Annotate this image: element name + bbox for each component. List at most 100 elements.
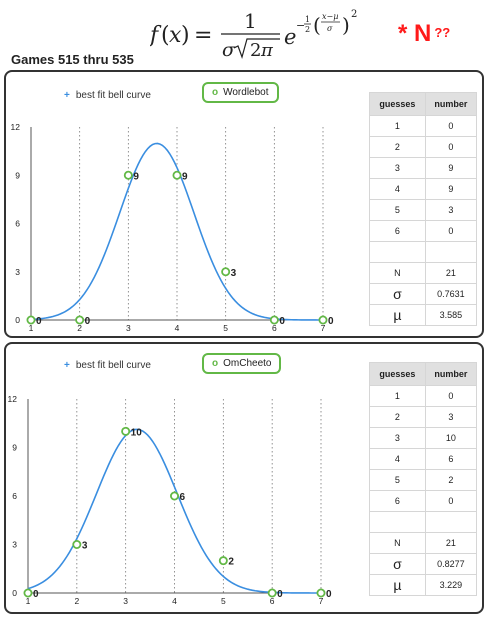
data-label: 0 bbox=[33, 589, 39, 600]
n-annotation: * N?? bbox=[398, 20, 450, 48]
table-cell: 6 bbox=[369, 490, 426, 512]
data-label: 9 bbox=[133, 171, 139, 182]
data-label: 0 bbox=[328, 316, 334, 327]
x-tick-label: 7 bbox=[321, 323, 326, 333]
legend-series-label: Wordlebot bbox=[223, 87, 269, 98]
table-row: µ 3.585 bbox=[369, 304, 478, 326]
legend-series-label: OmCheeto bbox=[223, 358, 272, 369]
data-point bbox=[26, 315, 36, 325]
data-label: 0 bbox=[279, 316, 285, 327]
data-label: 6 bbox=[180, 492, 186, 503]
svg-text:(: ( bbox=[161, 23, 170, 48]
svg-text:σ: σ bbox=[327, 24, 333, 33]
table-cell: 21 bbox=[424, 262, 478, 284]
y-tick-label: 0 bbox=[15, 315, 20, 325]
data-label: 0 bbox=[326, 589, 332, 600]
table-cell: µ bbox=[369, 574, 426, 596]
svg-text:=: = bbox=[194, 23, 212, 48]
table-row: µ 3.229 bbox=[369, 574, 478, 596]
data-point bbox=[172, 170, 182, 180]
table-spacer-row bbox=[369, 511, 478, 533]
data-label: 0 bbox=[277, 589, 283, 600]
table-cell: σ bbox=[369, 283, 426, 305]
table-row: σ 0.7631 bbox=[369, 283, 478, 305]
table-cell: 21 bbox=[424, 532, 478, 554]
omcheeto-panel: 0 3 6 9 12 1 2 3 4 5 6 7 0 3 10 6 2 0 0 + best fit bell cur… bbox=[4, 342, 484, 614]
normal-distribution-formula: f ( x ) = 1 σ 2 π e − 1 2 ( x−µ σ ) 2 bbox=[148, 4, 390, 61]
table-cell: 2 bbox=[369, 136, 426, 158]
table-cell: 1 bbox=[369, 115, 426, 137]
x-tick-label: 4 bbox=[172, 596, 177, 606]
y-tick-label: 0 bbox=[12, 588, 17, 598]
x-tick-label: 1 bbox=[29, 323, 34, 333]
legend-best-fit: + best fit bell curve bbox=[64, 360, 151, 371]
n-annotation-text: * N bbox=[398, 20, 432, 47]
table-cell: 3 bbox=[424, 406, 478, 428]
data-point bbox=[75, 315, 85, 325]
data-label: 0 bbox=[85, 316, 91, 327]
data-point bbox=[218, 556, 228, 566]
table-cell: σ bbox=[369, 553, 426, 575]
svg-text:x−µ: x−µ bbox=[322, 12, 338, 21]
data-point bbox=[23, 588, 33, 598]
games-range-title: Games 515 thru 535 bbox=[11, 52, 134, 67]
svg-text:−: − bbox=[296, 19, 305, 32]
table-cell: 5 bbox=[369, 199, 426, 221]
table-spacer-row bbox=[369, 241, 478, 263]
data-point bbox=[267, 588, 277, 598]
data-label: 3 bbox=[82, 541, 88, 552]
data-point bbox=[269, 315, 279, 325]
table-cell: 0 bbox=[424, 136, 478, 158]
svg-text:(: ( bbox=[313, 13, 321, 37]
svg-text:2: 2 bbox=[250, 40, 261, 60]
x-tick-label: 1 bbox=[26, 596, 31, 606]
n-annotation-suffix: ?? bbox=[434, 25, 451, 40]
x-tick-label: 3 bbox=[126, 323, 131, 333]
x-tick-label: 4 bbox=[175, 323, 180, 333]
column-header: guesses bbox=[369, 362, 426, 386]
table-cell: 0.8277 bbox=[424, 553, 478, 575]
circle-marker-icon: o bbox=[212, 358, 219, 369]
table-row: N 21 bbox=[369, 532, 478, 554]
svg-text:): ) bbox=[342, 13, 350, 37]
table-cell: µ bbox=[369, 304, 426, 326]
table-cell: 5 bbox=[369, 469, 426, 491]
svg-text:e: e bbox=[284, 25, 296, 49]
table-cell: 6 bbox=[424, 448, 478, 470]
table-cell: 9 bbox=[424, 157, 478, 179]
svg-text:σ: σ bbox=[222, 39, 236, 60]
formula-header: f ( x ) = 1 σ 2 π e − 1 2 ( x−µ σ ) 2 * … bbox=[0, 0, 489, 67]
x-tick-label: 2 bbox=[74, 596, 79, 606]
table-header-row: guesses number bbox=[369, 362, 478, 386]
svg-text:x: x bbox=[169, 23, 182, 48]
svg-text:π: π bbox=[260, 40, 274, 60]
x-tick-label: 7 bbox=[319, 596, 324, 606]
y-tick-label: 9 bbox=[15, 170, 20, 180]
data-label: 0 bbox=[36, 316, 42, 327]
table-cell: 0 bbox=[424, 490, 478, 512]
y-tick-label: 3 bbox=[15, 267, 20, 277]
table-row: 3 10 bbox=[369, 427, 478, 449]
x-tick-label: 5 bbox=[223, 323, 228, 333]
table-cell: 6 bbox=[369, 220, 426, 242]
y-tick-label: 12 bbox=[11, 122, 21, 132]
x-tick-label: 2 bbox=[77, 323, 82, 333]
data-label: 3 bbox=[231, 268, 237, 279]
table-cell: 3.229 bbox=[424, 574, 478, 596]
data-label: 9 bbox=[182, 171, 188, 182]
x-tick-label: 5 bbox=[221, 596, 226, 606]
table-cell: 2 bbox=[424, 469, 478, 491]
x-tick-label: 3 bbox=[123, 596, 128, 606]
data-point bbox=[169, 491, 179, 501]
legend-best-fit-label: best fit bell curve bbox=[75, 360, 151, 371]
table-cell: 10 bbox=[424, 427, 478, 449]
